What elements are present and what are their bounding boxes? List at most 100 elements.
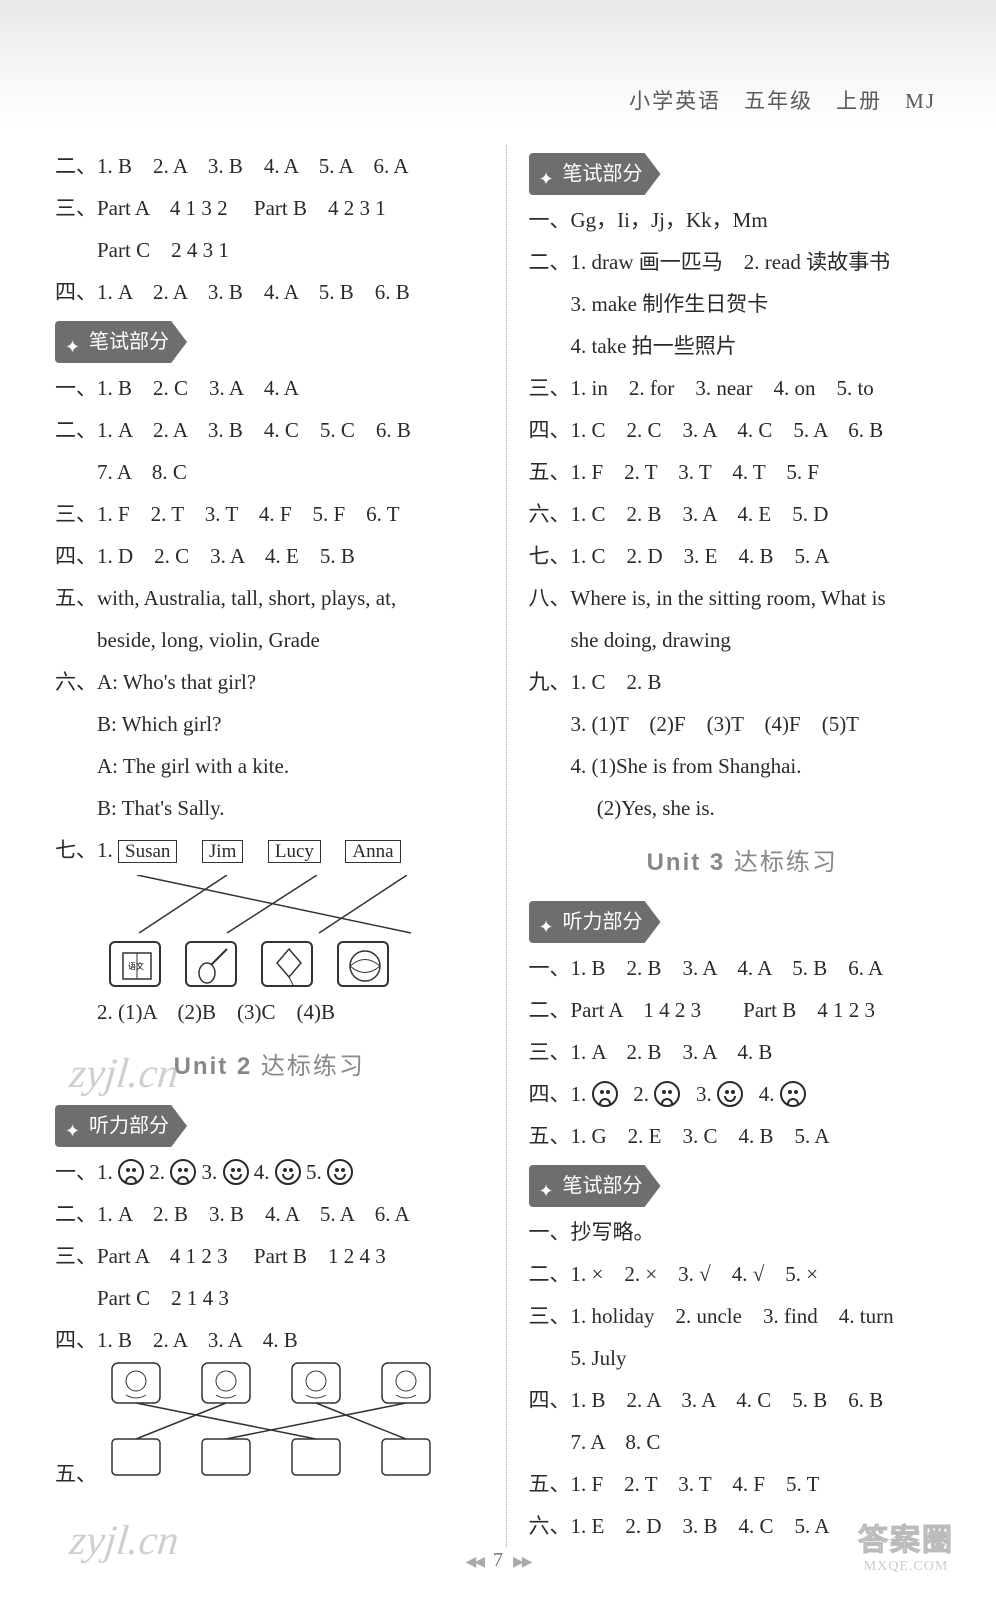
page-header: 小学英语 五年级 上册 MJ <box>629 85 936 115</box>
answer-line: 一、1. B 2. B 3. A 4. A 5. B 6. A <box>529 947 957 989</box>
answer-line: Part C 2 1 4 3 <box>55 1277 484 1319</box>
answer-line: 7. A 8. C <box>529 1421 957 1463</box>
book-icon: 语文 <box>109 941 161 987</box>
sad-face-icon <box>780 1081 806 1107</box>
svg-text:语文: 语文 <box>128 961 144 971</box>
answer-line: 三、1. holiday 2. uncle 3. find 4. turn <box>529 1295 957 1337</box>
left-column: 二、1. B 2. A 3. B 4. A 5. A 6. A 三、Part A… <box>55 145 506 1547</box>
answer-line: 四、1. B 2. A 3. A 4. B <box>55 1319 484 1361</box>
unit3-en: Unit 3 <box>647 849 726 876</box>
happy-face-icon <box>223 1159 249 1185</box>
num: 2. <box>633 1082 649 1106</box>
answer-line: 三、1. A 2. B 3. A 4. B <box>529 1031 957 1073</box>
answer-line: 八、Where is, in the sitting room, What is <box>529 577 957 619</box>
starburst-icon <box>539 165 557 183</box>
answer-line: 七、1. C 2. D 3. E 4. B 5. A <box>529 535 957 577</box>
prefix: 四、1. <box>529 1082 587 1106</box>
unit3-cn: 达标练习 <box>734 850 838 876</box>
answer-line: 五、1. G 2. E 3. C 4. B 5. A <box>529 1115 957 1157</box>
num: 4. <box>254 1160 270 1184</box>
starburst-icon <box>65 333 83 351</box>
answer-line: 四、1. A 2. A 3. B 4. A 5. B 6. B <box>55 271 484 313</box>
starburst-icon <box>539 913 557 931</box>
kite-icon <box>261 941 313 987</box>
watermark: zyjl.cn <box>67 1050 181 1098</box>
corner-logo: 答案圈 MXQE.COM <box>846 1515 966 1575</box>
section-pill-listening: 听力部分 <box>529 901 661 943</box>
q5-prefix: 五、 <box>55 1462 97 1486</box>
answer-line: B: That's Sally. <box>55 787 484 829</box>
icon-row: 语文 <box>109 941 484 987</box>
triangle-left-icon: ◀◀ <box>465 1555 483 1570</box>
face-answer-line: 四、1. 2. 3. 4. <box>529 1073 957 1115</box>
num: 5. <box>306 1160 322 1184</box>
question-seven: 七、1. Susan Jim Lucy Anna <box>55 829 484 871</box>
happy-face-icon <box>717 1081 743 1107</box>
pill-label: 听力部分 <box>563 902 643 942</box>
right-column: 笔试部分 一、Gg，Ii，Jj，Kk，Mm 二、1. draw 画一匹马 2. … <box>506 145 957 1547</box>
corner-logo-top: 答案圈 <box>846 1515 966 1559</box>
answer-line: 三、1. F 2. T 3. T 4. F 5. F 6. T <box>55 493 484 535</box>
answer-line: A: The girl with a kite. <box>55 745 484 787</box>
answer-line: 2. (1)A (2)B (3)C (4)B <box>55 991 484 1033</box>
page-number-value: 7 <box>493 1549 503 1571</box>
happy-face-icon <box>275 1159 301 1185</box>
corner-logo-bottom: MXQE.COM <box>846 1559 966 1575</box>
pill-label: 笔试部分 <box>563 1166 643 1206</box>
unit3-title: Unit 3 达标练习 <box>529 839 957 887</box>
answer-line: 六、A: Who's that girl? <box>55 661 484 703</box>
answer-line: 三、Part A 4 1 2 3 Part B 1 2 4 3 <box>55 1235 484 1277</box>
answer-line: 7. A 8. C <box>55 451 484 493</box>
answer-line: 一、抄写略。 <box>529 1211 957 1253</box>
starburst-icon <box>65 1117 83 1135</box>
answer-line: 二、Part A 1 4 2 3 Part B 4 1 2 3 <box>529 989 957 1031</box>
answer-line: (2)Yes, she is. <box>529 787 957 829</box>
answer-line: 3. make 制作生日贺卡 <box>529 283 957 325</box>
content-columns: 二、1. B 2. A 3. B 4. A 5. A 6. A 三、Part A… <box>0 0 996 1547</box>
answer-line: 四、1. C 2. C 3. A 4. C 5. A 6. B <box>529 409 957 451</box>
face-answer-line: 一、1. 2. 3. 4. 5. <box>55 1151 484 1193</box>
triangle-right-icon: ▶▶ <box>513 1555 531 1570</box>
num: 3. <box>696 1082 712 1106</box>
name-box: Anna <box>345 840 400 863</box>
answer-line: 九、1. C 2. B <box>529 661 957 703</box>
answer-line: 二、1. A 2. A 3. B 4. C 5. C 6. B <box>55 409 484 451</box>
name-box: Jim <box>202 840 243 863</box>
answer-line: 三、1. in 2. for 3. near 4. on 5. to <box>529 367 957 409</box>
matching-diagram: 语文 <box>109 875 484 987</box>
answer-line: 一、Gg，Ii，Jj，Kk，Mm <box>529 199 957 241</box>
sad-face-icon <box>118 1159 144 1185</box>
violin-icon <box>185 941 237 987</box>
matching-diagram-2 <box>102 1361 462 1481</box>
answer-line: 五、1. F 2. T 3. T 4. F 5. T <box>529 1463 957 1505</box>
name-box: Lucy <box>268 840 321 863</box>
matching-lines-svg <box>109 875 439 945</box>
answer-line: 3. (1)T (2)F (3)T (4)F (5)T <box>529 703 957 745</box>
answer-line: 4. (1)She is from Shanghai. <box>529 745 957 787</box>
question-five-diagram: 五、 <box>55 1361 484 1495</box>
answer-line: 五、1. F 2. T 3. T 4. T 5. F <box>529 451 957 493</box>
unit2-cn: 达标练习 <box>261 1054 365 1080</box>
happy-face-icon <box>327 1159 353 1185</box>
num: 4. <box>759 1082 775 1106</box>
section-pill-listening: 听力部分 <box>55 1105 187 1147</box>
prefix: 一、1. <box>55 1160 113 1184</box>
unit2-en: Unit 2 <box>174 1053 253 1080</box>
pill-label: 笔试部分 <box>89 322 169 362</box>
answer-line: 二、1. draw 画一匹马 2. read 读故事书 <box>529 241 957 283</box>
answer-line: Part C 2 4 3 1 <box>55 229 484 271</box>
sad-face-icon <box>170 1159 196 1185</box>
sad-face-icon <box>592 1081 618 1107</box>
answer-line: beside, long, violin, Grade <box>55 619 484 661</box>
answer-line: 三、Part A 4 1 3 2 Part B 4 2 3 1 <box>55 187 484 229</box>
num: 3. <box>202 1160 218 1184</box>
num: 2. <box>149 1160 165 1184</box>
answer-line: 一、1. B 2. C 3. A 4. A <box>55 367 484 409</box>
starburst-icon <box>539 1177 557 1195</box>
answer-line: 二、1. A 2. B 3. B 4. A 5. A 6. A <box>55 1193 484 1235</box>
section-pill-written: 笔试部分 <box>529 153 661 195</box>
answer-line: 四、1. D 2. C 3. A 4. E 5. B <box>55 535 484 577</box>
ball-icon <box>337 941 389 987</box>
pill-label: 听力部分 <box>89 1106 169 1146</box>
answer-line: 四、1. B 2. A 3. A 4. C 5. B 6. B <box>529 1379 957 1421</box>
